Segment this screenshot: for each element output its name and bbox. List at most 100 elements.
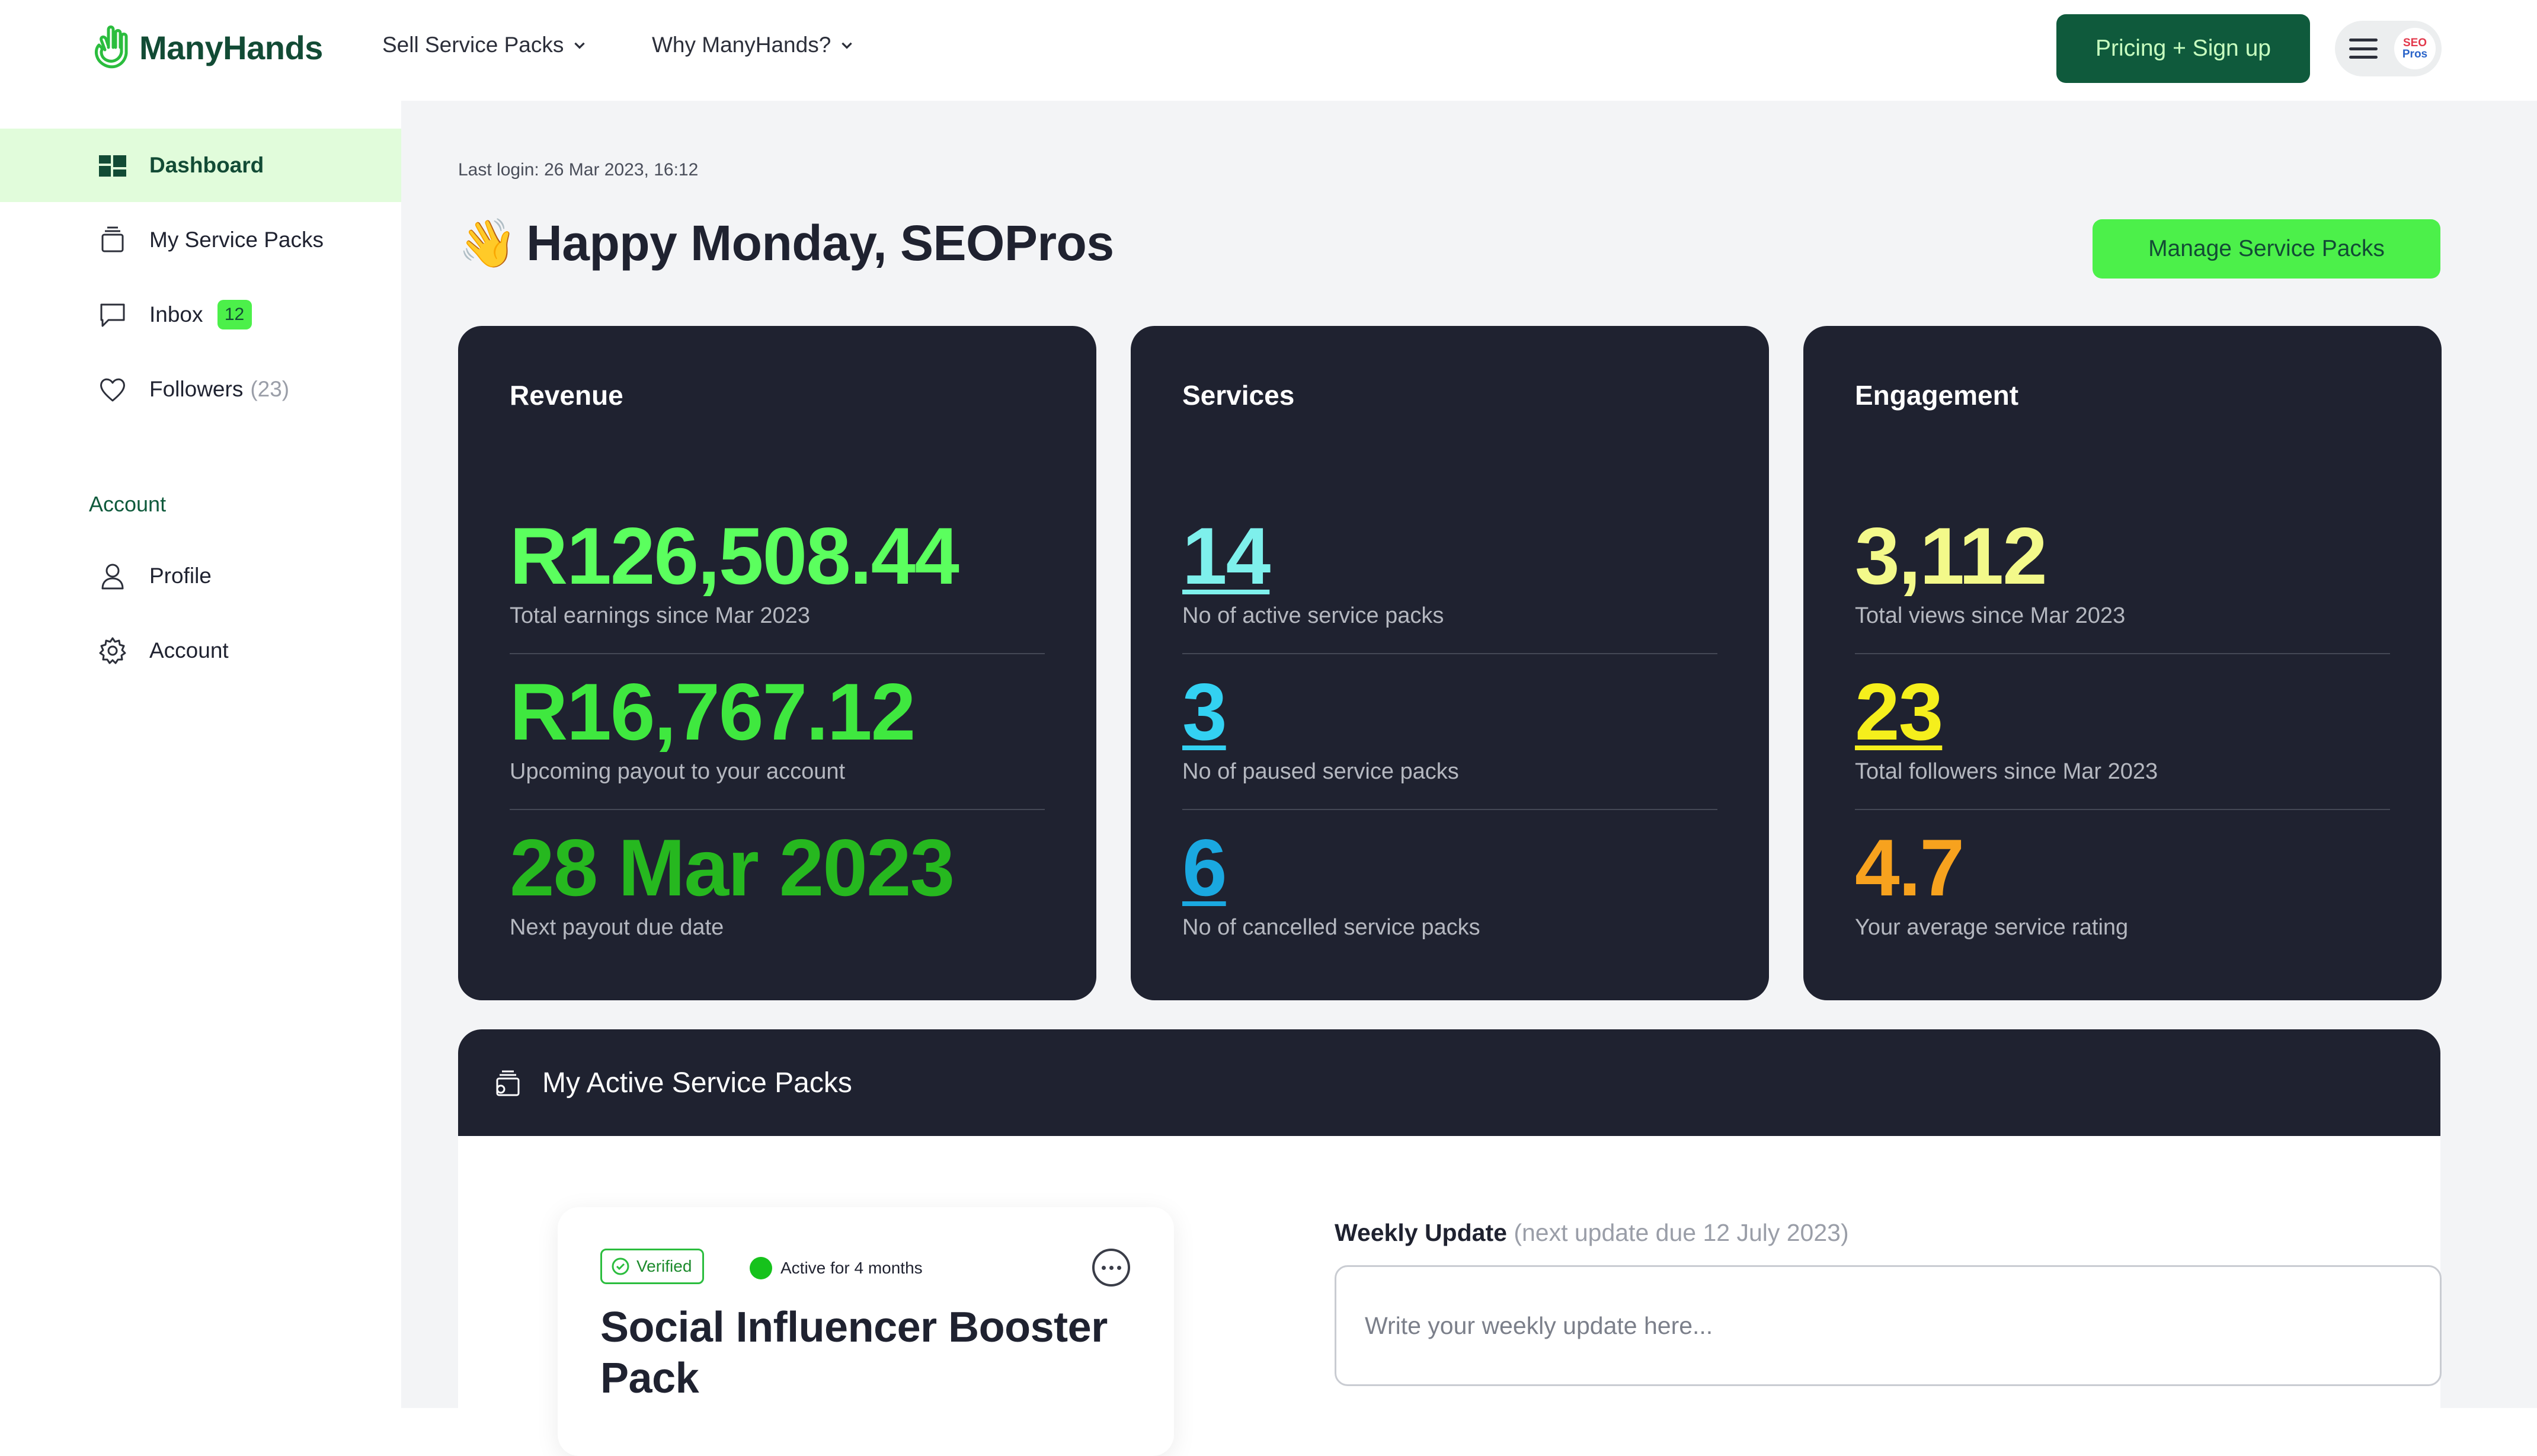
stat-caption: Next payout due date: [510, 915, 724, 940]
stat-value: 4.7: [1855, 823, 1965, 913]
status-badge: Active for 4 months: [750, 1257, 923, 1279]
weekly-update-note: (next update due 12 July 2023): [1514, 1219, 1849, 1246]
active-packs-body: Verified Active for 4 months Social Infl…: [458, 1136, 2442, 1456]
hand-logo-icon: [94, 25, 128, 69]
cancelled-packs-link[interactable]: 6: [1182, 823, 1227, 913]
main-content: Last login: 26 Mar 2023, 16:12 👋 Happy M…: [401, 101, 2537, 1456]
sidebar-item-followers[interactable]: Followers (23): [0, 353, 401, 426]
stat-caption: No of active service packs: [1182, 603, 1444, 628]
stat-caption: Total followers since Mar 2023: [1855, 759, 2158, 784]
sidebar-item-label: Followers: [149, 377, 244, 401]
sidebar-item-label: My Service Packs: [149, 228, 324, 252]
active-packs-header: My Active Service Packs: [458, 1029, 2440, 1136]
logo-text: ManyHands: [139, 28, 323, 66]
stat-total-followers: 23 Total followers since Mar 2023: [1855, 671, 2390, 785]
sidebar-item-label: Profile: [149, 564, 212, 588]
logo[interactable]: ManyHands: [92, 24, 323, 71]
greeting-text: Happy Monday, SEOPros: [526, 215, 1114, 271]
verified-label: Verified: [636, 1257, 692, 1275]
paused-packs-link[interactable]: 3: [1182, 667, 1227, 757]
stat-caption: Total earnings since Mar 2023: [510, 603, 810, 628]
avatar: SEO Pros: [2394, 28, 2436, 69]
stat-average-rating: 4.7 Your average service rating: [1855, 827, 2390, 940]
dashboard-icon: [95, 151, 130, 180]
stat-total-earnings: R126,508.44 Total earnings since Mar 202…: [510, 516, 1045, 629]
stat-value: 28 Mar 2023: [510, 823, 955, 913]
sidebar-item-inbox[interactable]: Inbox 12: [0, 278, 401, 351]
divider: [510, 653, 1045, 654]
pack-title: Social Influencer Booster Pack: [600, 1304, 1108, 1403]
divider: [510, 809, 1045, 810]
more-options-icon[interactable]: [1092, 1249, 1130, 1287]
stat-cancelled-packs: 6 No of cancelled service packs: [1182, 827, 1717, 940]
active-packs-title: My Active Service Packs: [542, 1067, 852, 1099]
divider: [1182, 653, 1717, 654]
services-card: Services 14 No of active service packs 3…: [1131, 326, 1769, 1000]
account-section-label: Account: [89, 492, 167, 516]
avatar-text-top: SEO: [2402, 37, 2427, 49]
sidebar-item-my-service-packs[interactable]: My Service Packs: [0, 203, 401, 277]
verified-badge: Verified: [600, 1249, 705, 1284]
followers-link[interactable]: 23: [1855, 667, 1943, 757]
sidebar-item-label: Account: [149, 638, 229, 663]
revenue-card: Revenue R126,508.44 Total earnings since…: [458, 326, 1096, 1000]
card-title: Revenue: [510, 380, 623, 411]
nav-sell-service-packs[interactable]: Sell Service Packs: [382, 33, 587, 57]
inbox-badge: 12: [217, 300, 252, 329]
stat-next-payout-date: 28 Mar 2023 Next payout due date: [510, 827, 1045, 940]
avatar-text-bottom: Pros: [2402, 48, 2428, 60]
chevron-down-icon: [574, 42, 586, 49]
stat-caption: No of paused service packs: [1182, 759, 1459, 784]
weekly-update-input[interactable]: [1335, 1265, 2442, 1386]
sidebar-item-profile[interactable]: Profile: [0, 539, 401, 613]
sidebar: Dashboard My Service Packs Inbox 12 Foll…: [0, 101, 401, 1408]
user-icon: [95, 561, 130, 591]
stat-paused-packs: 3 No of paused service packs: [1182, 671, 1717, 785]
stat-total-views: 3,112 Total views since Mar 2023: [1855, 516, 2390, 629]
nav-label: Sell Service Packs: [382, 33, 564, 57]
service-packs-icon: [496, 1070, 520, 1096]
nav-label: Why ManyHands?: [652, 33, 831, 57]
divider: [1855, 809, 2390, 810]
service-packs-icon: [95, 225, 130, 255]
last-login-text: Last login: 26 Mar 2023, 16:12: [458, 160, 699, 180]
stat-caption: No of cancelled service packs: [1182, 915, 1480, 940]
stat-caption: Your average service rating: [1855, 915, 2129, 940]
stat-caption: Total views since Mar 2023: [1855, 603, 2126, 628]
stat-active-packs: 14 No of active service packs: [1182, 516, 1717, 629]
verified-check-icon: [612, 1257, 629, 1275]
sidebar-item-label: Inbox: [149, 302, 203, 327]
service-pack-card[interactable]: Verified Active for 4 months Social Infl…: [558, 1207, 1174, 1456]
active-packs-link[interactable]: 14: [1182, 511, 1271, 601]
hamburger-icon: [2349, 39, 2378, 59]
sidebar-item-dashboard[interactable]: Dashboard: [0, 129, 401, 202]
stat-value: R16,767.12: [510, 667, 916, 757]
followers-count: (23): [250, 377, 290, 401]
weekly-update-title: Weekly Update: [1335, 1219, 1507, 1246]
sidebar-item-account[interactable]: Account: [0, 614, 401, 687]
nav-why-manyhands[interactable]: Why ManyHands?: [652, 33, 855, 57]
card-title: Services: [1182, 380, 1295, 411]
stat-caption: Upcoming payout to your account: [510, 759, 846, 784]
pricing-signup-button[interactable]: Pricing + Sign up: [2056, 14, 2310, 83]
stat-upcoming-payout: R16,767.12 Upcoming payout to your accou…: [510, 671, 1045, 785]
page-title: 👋 Happy Monday, SEOPros: [458, 215, 1114, 272]
stat-value: R126,508.44: [510, 511, 959, 601]
top-bar: ManyHands Sell Service Packs Why ManyHan…: [0, 0, 2537, 101]
chat-bubble-icon: [95, 300, 130, 329]
gear-icon: [95, 636, 130, 665]
weekly-update-label: Weekly Update (next update due 12 July 2…: [1335, 1219, 1849, 1247]
divider: [1855, 653, 2390, 654]
manage-service-packs-button[interactable]: Manage Service Packs: [2093, 219, 2440, 279]
stat-value: 3,112: [1855, 511, 2047, 601]
engagement-card: Engagement 3,112 Total views since Mar 2…: [1803, 326, 2442, 1000]
heart-icon: [95, 375, 130, 404]
waving-hand-icon: 👋: [458, 216, 517, 270]
status-text: Active for 4 months: [780, 1259, 923, 1277]
divider: [1182, 809, 1717, 810]
chevron-down-icon: [842, 42, 853, 49]
sidebar-item-label: Dashboard: [149, 153, 264, 177]
user-menu-button[interactable]: SEO Pros: [2335, 21, 2442, 76]
card-title: Engagement: [1855, 380, 2019, 411]
status-dot-icon: [750, 1257, 772, 1279]
